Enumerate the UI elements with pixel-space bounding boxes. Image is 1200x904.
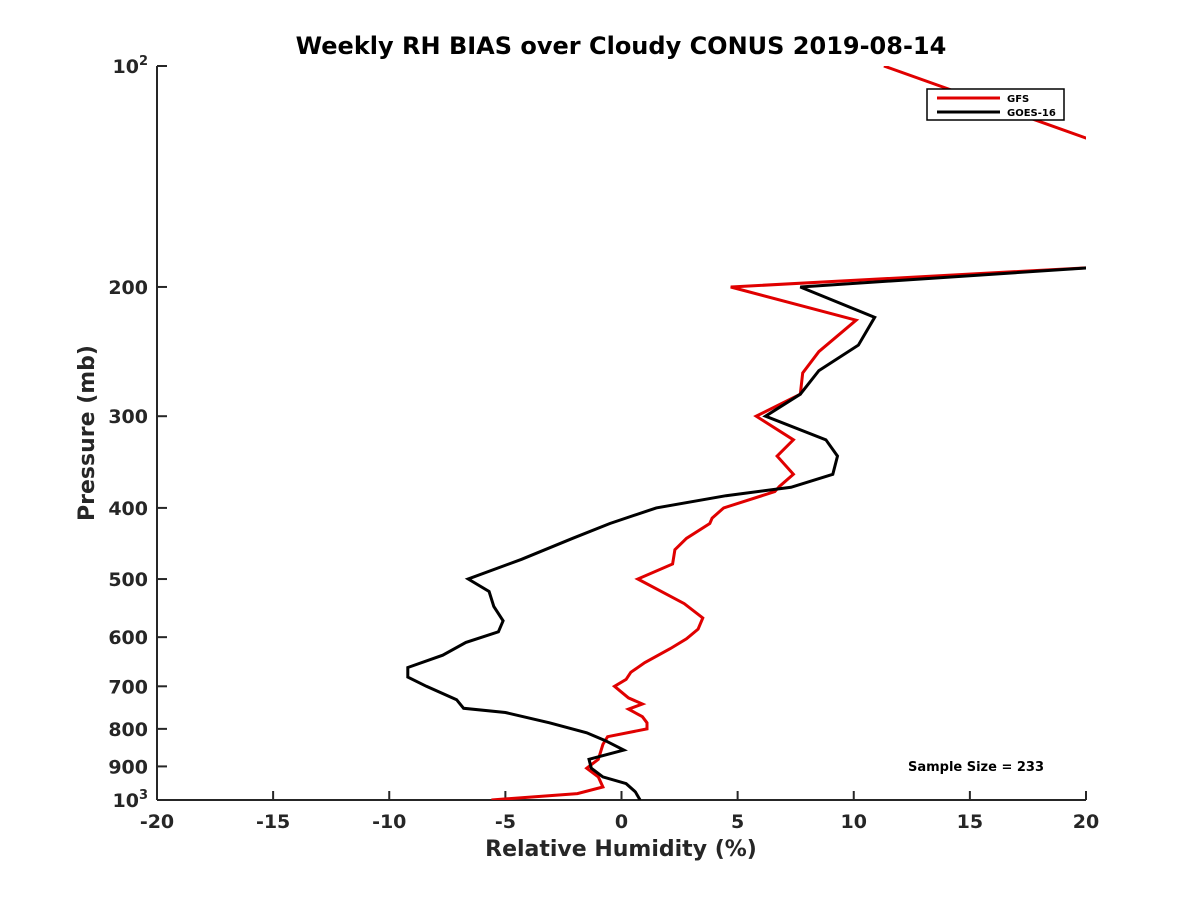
y-tick-label: 900 <box>108 756 148 778</box>
x-tick-label: 5 <box>731 811 744 833</box>
legend: GFS GOES-16 <box>926 88 1065 121</box>
y-tick-exponent: 3 <box>139 788 148 803</box>
y-axis: 102 200 300 400 500 600 700 800 900 103 <box>108 54 167 812</box>
y-tick-exponent: 2 <box>139 54 148 69</box>
y-axis-label: Pressure (mb) <box>75 345 100 521</box>
y-tick-label: 102 <box>113 54 149 78</box>
x-axis: -20 -15 -10 -5 0 5 10 15 20 <box>140 791 1099 833</box>
y-tick-label: 200 <box>108 277 148 299</box>
x-tick-label: 0 <box>615 811 628 833</box>
y-tick-label: 103 <box>113 788 149 812</box>
series-line-gfs <box>491 66 1086 800</box>
x-tick-label: -15 <box>256 811 290 833</box>
sample-size-annotation: Sample Size = 233 <box>908 760 1044 775</box>
y-tick-label: 800 <box>108 719 148 741</box>
y-tick-label: 400 <box>108 498 148 520</box>
x-tick-label: -20 <box>140 811 174 833</box>
x-axis-label: Relative Humidity (%) <box>485 837 757 862</box>
y-tick-label: 300 <box>108 406 148 428</box>
x-tick-label: -10 <box>372 811 406 833</box>
x-tick-label: 10 <box>841 811 867 833</box>
legend-box <box>926 88 1065 121</box>
series-layer <box>406 66 1086 800</box>
legend-label: GFS <box>1007 94 1029 105</box>
chart-title: Weekly RH BIAS over Cloudy CONUS 2019-08… <box>296 32 947 60</box>
legend-label: GOES-16 <box>1007 108 1056 119</box>
y-tick-label: 600 <box>108 627 148 649</box>
x-tick-label: 20 <box>1073 811 1099 833</box>
series-line-goes-16 <box>406 266 1086 800</box>
y-tick-label: 700 <box>108 676 148 698</box>
y-tick-label: 500 <box>108 569 148 591</box>
x-tick-label: -5 <box>495 811 516 833</box>
x-tick-label: 15 <box>957 811 983 833</box>
